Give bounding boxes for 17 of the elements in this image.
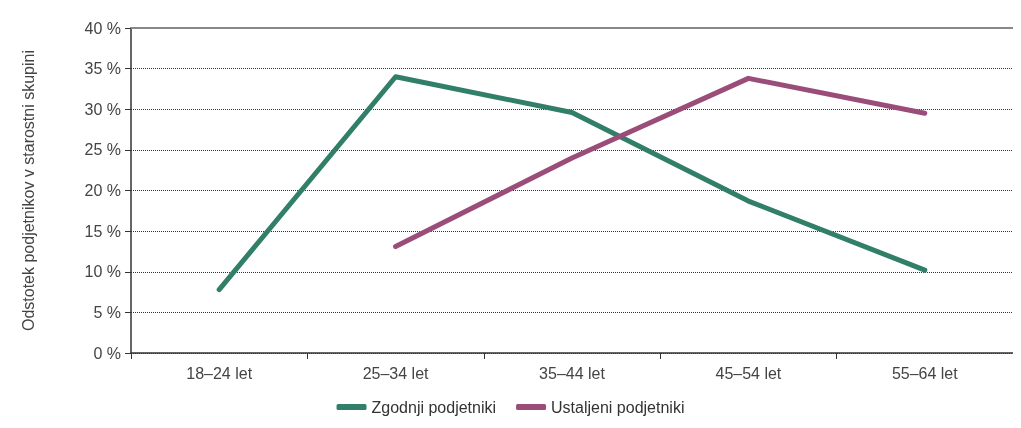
x-tick-label: 55–64 let	[891, 364, 959, 382]
y-tick-label: 35 %	[84, 60, 121, 78]
x-tick-label: 45–54 let	[715, 364, 782, 382]
y-tick-label: 25 %	[84, 141, 121, 159]
y-tick-label: 10 %	[84, 263, 121, 281]
x-tick-label: 18–24 let	[186, 364, 253, 382]
x-tick-label: 35–44 let	[539, 364, 606, 382]
y-tick-label: 5 %	[93, 303, 121, 321]
y-tick-label: 30 %	[84, 100, 121, 118]
y-tick-label: 15 %	[84, 222, 121, 240]
y-tick-label: 0 %	[93, 344, 121, 362]
y-tick-label: 40 %	[84, 19, 121, 37]
y-axis-title: Odstotek podjetnikov v starostni skupini	[19, 49, 37, 332]
legend-label: Zgodnji podjetniki	[371, 398, 497, 416]
x-tick-label: 25–34 let	[362, 364, 430, 382]
legend-label: Ustaljeni podjetniki	[551, 398, 685, 416]
y-tick-label: 20 %	[84, 182, 121, 199]
